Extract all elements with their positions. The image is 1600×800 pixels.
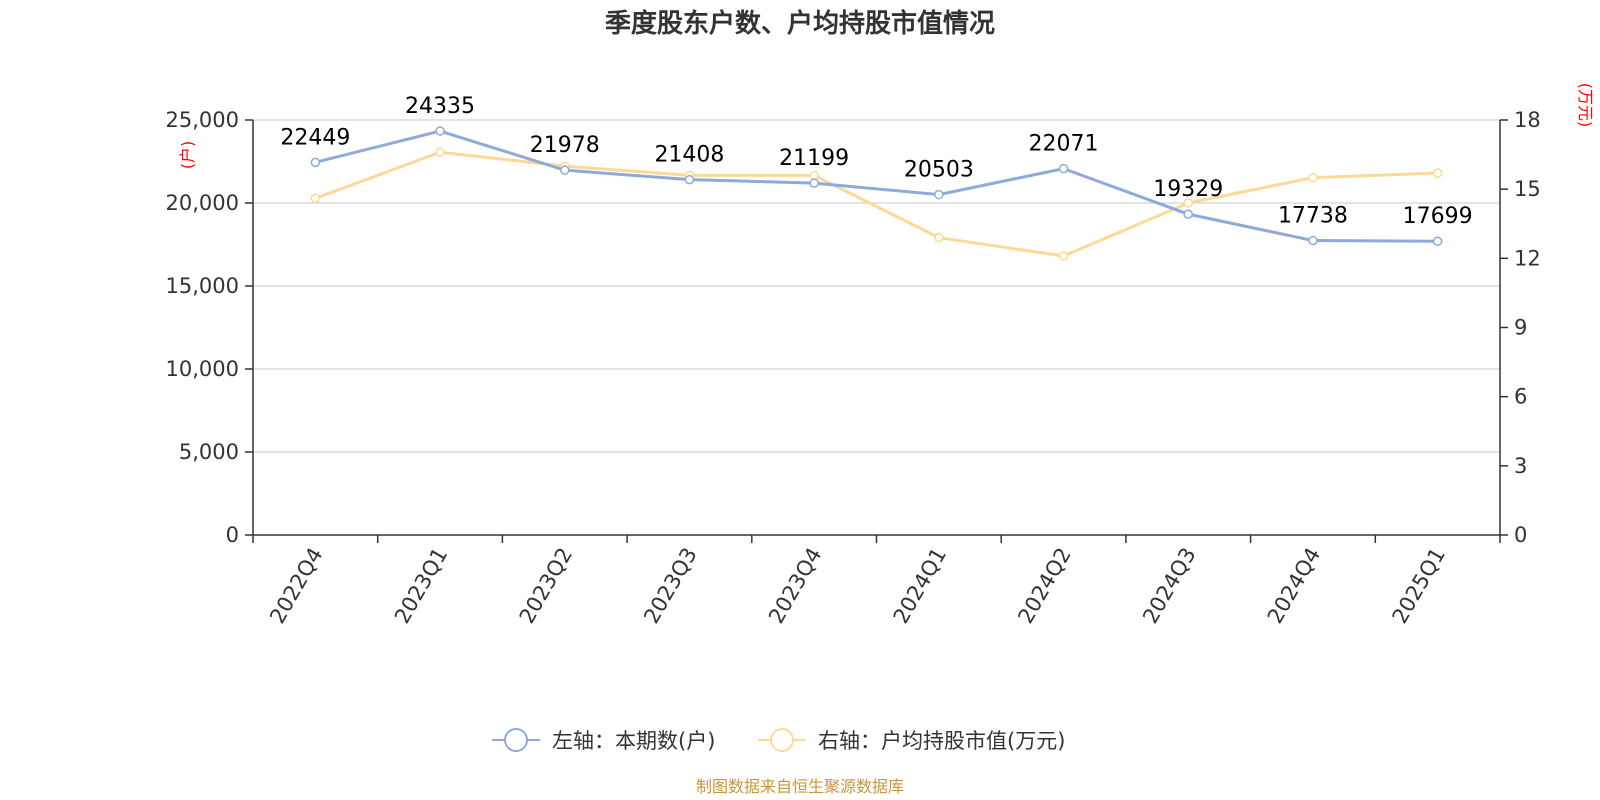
left-axis-tick-label: 20,000 — [166, 191, 239, 215]
left-axis-tick-label: 25,000 — [166, 108, 239, 132]
data-label-left: 22449 — [280, 125, 350, 150]
legend-item-left[interactable]: 左轴：本期数(户) — [492, 728, 715, 753]
data-point-right — [934, 232, 944, 243]
data-point-right — [1058, 251, 1069, 261]
left-axis-tick-label: 0 — [226, 523, 239, 547]
right-axis-tick-label: 0 — [1514, 523, 1527, 547]
data-point-right — [1308, 172, 1318, 183]
data-label-left: 17738 — [1278, 204, 1348, 229]
data-point-right — [809, 170, 819, 181]
data-label-left: 19329 — [1153, 177, 1223, 202]
chart-title: 季度股东户数、户均持股市值情况 — [605, 8, 995, 39]
data-label-left: 17699 — [1403, 204, 1473, 229]
right-axis-tick-label: 6 — [1514, 385, 1527, 409]
x-axis-tick-label: 2023Q1 — [390, 544, 452, 628]
data-point-left — [435, 126, 445, 136]
right-axis-tick-label: 3 — [1514, 454, 1527, 478]
data-point-left — [310, 157, 321, 168]
data-label-left: 21978 — [530, 133, 600, 158]
source-note: 制图数据来自恒生聚源数据库 — [696, 777, 904, 796]
data-point-left — [560, 165, 570, 175]
x-axis-tick-label: 2023Q2 — [515, 544, 577, 628]
right-axis-tick-label: 15 — [1514, 177, 1541, 201]
x-axis-tick-label: 2023Q4 — [764, 544, 826, 628]
right-axis-tick-label: 9 — [1514, 316, 1527, 340]
legend-item-right[interactable]: 右轴：户均持股市值(万元) — [758, 728, 1065, 753]
left-axis-tick-label: 5,000 — [179, 440, 239, 464]
data-label-left: 21408 — [654, 143, 724, 168]
x-axis-tick-label: 2024Q4 — [1263, 544, 1325, 628]
data-point-right — [1183, 198, 1193, 208]
data-label-left: 21199 — [779, 146, 849, 171]
left-axis-tick-label: 10,000 — [166, 357, 239, 381]
legend-marker-right — [770, 728, 794, 752]
left-axis-tick-label: 15,000 — [166, 274, 239, 298]
data-label-left: 22071 — [1029, 132, 1099, 157]
data-label-left: 20503 — [904, 158, 974, 183]
grid-lines — [253, 119, 1500, 453]
data-point-left — [1432, 236, 1443, 246]
x-axis-tick-label: 2024Q1 — [889, 544, 951, 628]
data-label-left: 24335 — [405, 94, 475, 119]
data-point-left — [934, 189, 944, 200]
data-point-right — [1432, 168, 1443, 178]
data-point-left — [1058, 163, 1069, 174]
right-axis-tick-label: 18 — [1514, 108, 1541, 132]
legend: 左轴：本期数(户) 右轴：户均持股市值(万元) — [492, 728, 1065, 753]
data-point-left — [1183, 209, 1193, 219]
data-point-right — [310, 193, 321, 204]
left-axis-unit: (户) — [178, 141, 197, 170]
right-axis-tick-label: 12 — [1514, 246, 1541, 270]
data-point-right — [435, 147, 445, 158]
data-point-left — [1308, 235, 1318, 246]
x-axis-tick-label: 2024Q3 — [1138, 544, 1200, 628]
legend-label-right: 右轴：户均持股市值(万元) — [818, 729, 1065, 753]
series-line-right — [314, 150, 1438, 258]
series-line-left — [314, 129, 1438, 243]
x-axis-tick-label: 2023Q3 — [639, 544, 701, 628]
right-axis-unit: (万元) — [1576, 83, 1595, 128]
series — [310, 126, 1443, 261]
legend-label-left: 左轴：本期数(户) — [552, 729, 715, 753]
data-labels: 22449 24335 21978 21408 21199 20503 22071 19329… — [280, 94, 1472, 229]
data-point-left — [809, 178, 819, 188]
data-point-left — [684, 174, 695, 185]
x-axis-tick-label: 2025Q1 — [1388, 544, 1450, 628]
x-axis-tick-label: 2022Q4 — [265, 544, 327, 628]
x-axis-tick-label: 2024Q2 — [1013, 544, 1075, 628]
legend-marker-left — [504, 728, 528, 752]
